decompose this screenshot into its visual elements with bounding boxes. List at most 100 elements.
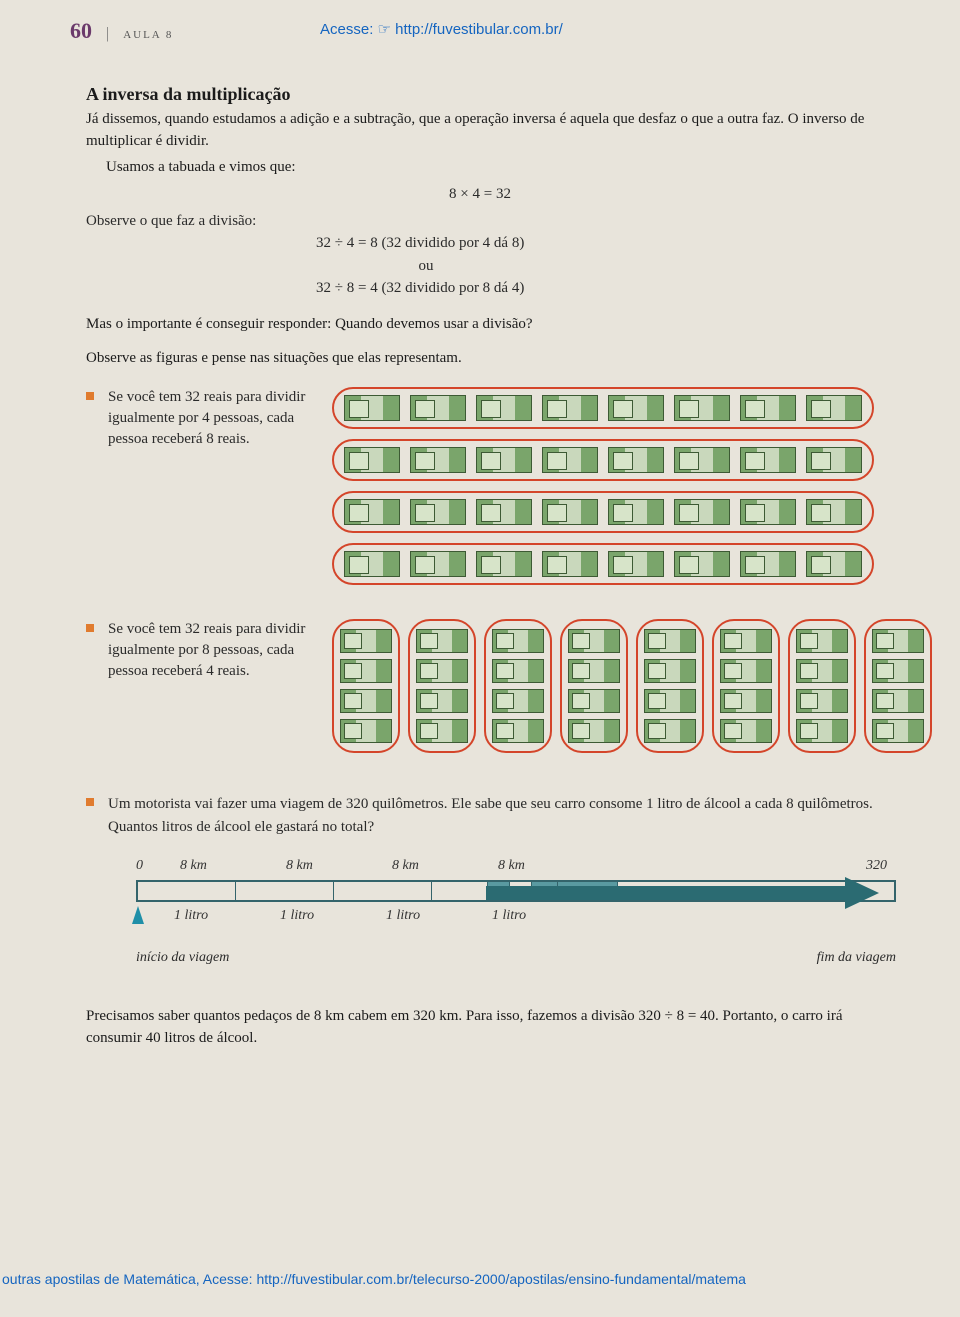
footer-prefix: outras apostilas de Matemática, Acesse: bbox=[2, 1271, 256, 1287]
banknote-icon bbox=[674, 395, 730, 421]
banknote-icon bbox=[568, 659, 620, 683]
litro-label: 1 litro bbox=[174, 908, 208, 924]
banknote-icon bbox=[674, 551, 730, 577]
access-label: Acesse: ☞ bbox=[320, 21, 391, 38]
km-label: 8 km bbox=[180, 858, 207, 874]
banknote-icon bbox=[872, 689, 924, 713]
banknote-icon bbox=[344, 499, 400, 525]
money-col bbox=[408, 619, 476, 753]
start-marker-icon bbox=[132, 906, 144, 924]
banknote-icon bbox=[806, 447, 862, 473]
banknote-icon bbox=[608, 499, 664, 525]
banknote-icon bbox=[410, 499, 466, 525]
km-label: 8 km bbox=[286, 858, 313, 874]
money-row bbox=[332, 387, 874, 429]
banknote-icon bbox=[410, 551, 466, 577]
bullet-icon bbox=[86, 798, 94, 806]
travel-bar bbox=[136, 880, 896, 902]
banknote-icon bbox=[796, 629, 848, 653]
footer-link[interactable]: outras apostilas de Matemática, Acesse: … bbox=[2, 1271, 958, 1287]
banknote-icon bbox=[806, 551, 862, 577]
banknote-icon bbox=[416, 629, 468, 653]
money-col bbox=[788, 619, 856, 753]
conclusion-paragraph: Precisamos saber quantos pedaços de 8 km… bbox=[86, 1006, 874, 1050]
banknote-icon bbox=[492, 659, 544, 683]
page-number: 60 bbox=[70, 18, 92, 44]
banknote-icon bbox=[476, 395, 532, 421]
banknote-icon bbox=[644, 629, 696, 653]
banknote-icon bbox=[340, 629, 392, 653]
money-col bbox=[560, 619, 628, 753]
litro-label: 1 litro bbox=[492, 908, 526, 924]
money-col bbox=[484, 619, 552, 753]
division-equations: 32 ÷ 4 = 8 (32 dividido por 4 dá 8) ou 3… bbox=[316, 232, 874, 300]
bar-segment bbox=[432, 882, 488, 900]
banknote-icon bbox=[344, 447, 400, 473]
example-2: Se você tem 32 reais para dividir igualm… bbox=[86, 619, 874, 753]
money-col bbox=[636, 619, 704, 753]
money-rows-figure bbox=[332, 387, 874, 585]
section-title: A inversa da multiplicação bbox=[86, 84, 874, 105]
banknote-icon bbox=[340, 659, 392, 683]
footer-url: http://fuvestibular.com.br/telecurso-200… bbox=[256, 1271, 746, 1287]
paragraph-intro-2: Usamos a tabuada e vimos que: bbox=[86, 157, 874, 179]
banknote-icon bbox=[608, 395, 664, 421]
km-label: 8 km bbox=[498, 858, 525, 874]
banknote-icon bbox=[476, 499, 532, 525]
banknote-icon bbox=[416, 659, 468, 683]
banknote-icon bbox=[542, 551, 598, 577]
money-col bbox=[712, 619, 780, 753]
page-content: A inversa da multiplicação Já dissemos, … bbox=[0, 44, 960, 1050]
banknote-icon bbox=[740, 499, 796, 525]
banknote-icon bbox=[492, 629, 544, 653]
money-row bbox=[332, 491, 874, 533]
banknote-icon bbox=[476, 551, 532, 577]
banknote-icon bbox=[492, 719, 544, 743]
banknote-icon bbox=[340, 719, 392, 743]
money-col bbox=[332, 619, 400, 753]
observe-block: Observe o que faz a divisão: 32 ÷ 4 = 8 … bbox=[86, 213, 874, 300]
banknote-icon bbox=[720, 659, 772, 683]
litro-label: 1 litro bbox=[386, 908, 420, 924]
banknote-icon bbox=[872, 719, 924, 743]
travel-diagram: 0 8 km 8 km 8 km 8 km 320 1 litro 1 litro 1 lit… bbox=[136, 858, 896, 966]
paragraph-intro-1: Já dissemos, quando estudamos a adição e… bbox=[86, 109, 874, 153]
bullet-icon bbox=[86, 392, 94, 400]
banknote-icon bbox=[568, 719, 620, 743]
banknote-icon bbox=[644, 689, 696, 713]
money-cols-figure bbox=[332, 619, 932, 753]
example-3-text: Um motorista vai fazer uma viagem de 320… bbox=[108, 793, 874, 838]
bar-segment bbox=[236, 882, 334, 900]
access-link[interactable]: Acesse: ☞ http://fuvestibular.com.br/ bbox=[320, 20, 563, 38]
trip-endpoint-labels: início da viagem fim da viagem bbox=[136, 950, 896, 966]
banknote-icon bbox=[416, 689, 468, 713]
banknote-icon bbox=[674, 499, 730, 525]
banknote-icon bbox=[416, 719, 468, 743]
banknote-icon bbox=[340, 689, 392, 713]
banknote-icon bbox=[740, 551, 796, 577]
arrow-icon bbox=[486, 880, 879, 906]
banknote-icon bbox=[740, 447, 796, 473]
paragraph-question: Mas o importante é conseguir responder: … bbox=[86, 314, 874, 336]
money-row bbox=[332, 543, 874, 585]
bullet-icon bbox=[86, 624, 94, 632]
bar-segment bbox=[334, 882, 432, 900]
bar-segment bbox=[138, 882, 236, 900]
travel-top-labels: 0 8 km 8 km 8 km 8 km 320 bbox=[136, 858, 896, 876]
litro-label: 1 litro bbox=[280, 908, 314, 924]
example-2-text: Se você tem 32 reais para dividir igualm… bbox=[108, 619, 318, 682]
km-label: 0 bbox=[136, 858, 143, 874]
banknote-icon bbox=[796, 719, 848, 743]
banknote-icon bbox=[410, 395, 466, 421]
equation-div-b: 32 ÷ 8 = 4 (32 dividido por 8 dá 4) bbox=[316, 277, 874, 300]
banknote-icon bbox=[344, 551, 400, 577]
banknote-icon bbox=[542, 447, 598, 473]
km-label: 320 bbox=[866, 858, 887, 874]
banknote-icon bbox=[476, 447, 532, 473]
banknote-icon bbox=[542, 395, 598, 421]
start-trip-label: início da viagem bbox=[136, 950, 229, 966]
observe-label: Observe o que faz a divisão: bbox=[86, 213, 874, 230]
km-label: 8 km bbox=[392, 858, 419, 874]
banknote-icon bbox=[568, 629, 620, 653]
banknote-icon bbox=[542, 499, 598, 525]
